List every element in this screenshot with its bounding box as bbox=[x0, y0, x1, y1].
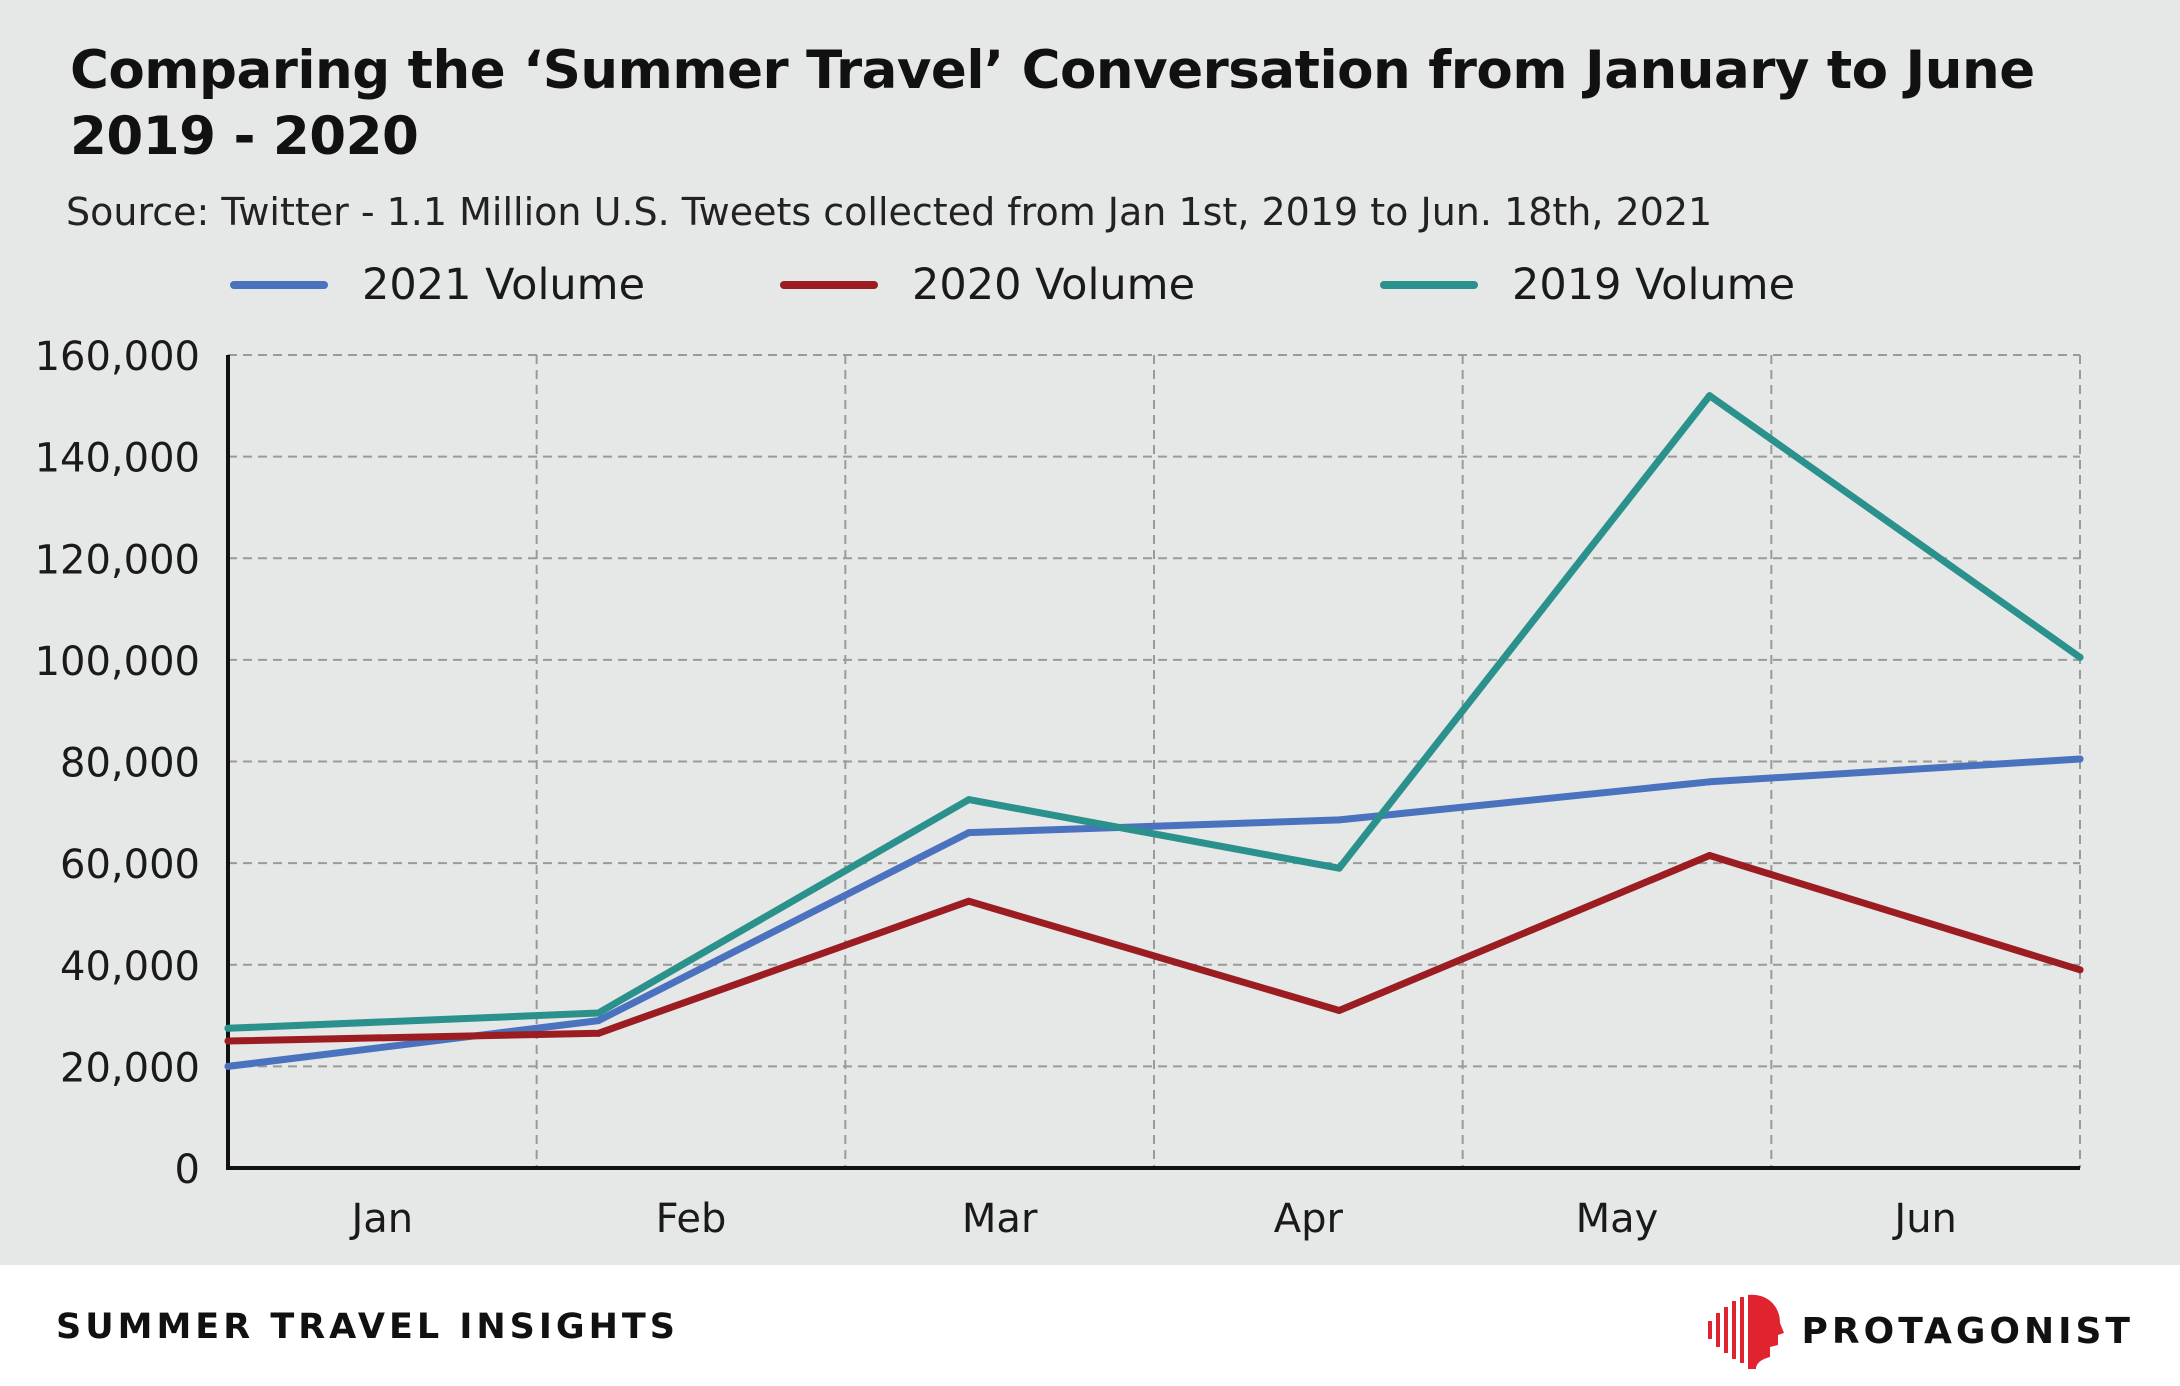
data-point bbox=[2076, 653, 2084, 661]
data-point bbox=[1706, 852, 1714, 860]
y-tick-label: 60,000 bbox=[60, 842, 200, 888]
chart-title: Comparing the ‘Summer Travel’ Conversati… bbox=[70, 40, 2035, 167]
y-tick-label: 0 bbox=[175, 1147, 200, 1193]
footer-title: SUMMER TRAVEL INSIGHTS bbox=[56, 1307, 679, 1347]
line-chart: 0 20,000 40,000 60,000 80,000 100,000 120,000 1… bbox=[35, 334, 2084, 1242]
data-point bbox=[1335, 864, 1343, 872]
legend-item-2020: 2020 Volume bbox=[780, 250, 1195, 320]
data-point bbox=[965, 897, 973, 905]
data-point bbox=[224, 1024, 232, 1032]
data-point bbox=[594, 1029, 602, 1037]
legend-swatch-2019 bbox=[1380, 281, 1478, 289]
y-tick-label: 160,000 bbox=[35, 334, 200, 380]
x-tick-label: May bbox=[1576, 1196, 1659, 1242]
data-point bbox=[594, 1017, 602, 1025]
chart-subtitle: Source: Twitter - 1.1 Million U.S. Tweet… bbox=[66, 190, 1713, 234]
data-point bbox=[1706, 392, 1714, 400]
x-tick-label: Apr bbox=[1274, 1196, 1344, 1242]
brand-name: PROTAGONIST bbox=[1801, 1310, 2134, 1352]
protagonist-head-logo-icon bbox=[1707, 1294, 1784, 1369]
y-tick-label: 100,000 bbox=[35, 639, 200, 685]
data-point bbox=[224, 1062, 232, 1070]
legend-label-2021: 2021 Volume bbox=[362, 260, 646, 310]
series-line-2019 bbox=[224, 392, 2084, 1032]
legend-item-2019: 2019 Volume bbox=[1380, 250, 1795, 320]
legend-swatch-2020 bbox=[780, 281, 878, 289]
y-tick-label: 40,000 bbox=[60, 944, 200, 990]
data-point bbox=[2076, 755, 2084, 763]
data-point bbox=[1335, 1006, 1343, 1014]
data-point bbox=[224, 1037, 232, 1045]
brand: PROTAGONIST bbox=[1707, 1291, 2135, 1371]
data-point bbox=[1706, 778, 1714, 786]
data-point bbox=[965, 829, 973, 837]
series-line-2020 bbox=[224, 852, 2084, 1045]
legend-item-2021: 2021 Volume bbox=[230, 250, 645, 320]
data-point bbox=[965, 796, 973, 804]
y-tick-label: 80,000 bbox=[60, 741, 200, 787]
y-tick-label: 120,000 bbox=[35, 537, 200, 583]
x-tick-label: Feb bbox=[656, 1196, 727, 1242]
x-tick-label: Jan bbox=[348, 1196, 413, 1242]
footer: SUMMER TRAVEL INSIGHTS PROTAGONIST bbox=[0, 1265, 2180, 1386]
x-tick-label: Jun bbox=[1891, 1196, 1957, 1242]
chart-panel: Comparing the ‘Summer Travel’ Conversati… bbox=[0, 0, 2180, 1265]
x-tick-label: Mar bbox=[962, 1196, 1038, 1242]
data-point bbox=[1335, 816, 1343, 824]
legend-swatch-2021 bbox=[230, 281, 328, 289]
data-point bbox=[2076, 966, 2084, 974]
legend-label-2019: 2019 Volume bbox=[1512, 260, 1796, 310]
y-tick-label: 20,000 bbox=[60, 1045, 200, 1091]
data-point bbox=[594, 1009, 602, 1017]
series-line-2021 bbox=[224, 755, 2084, 1070]
y-tick-label: 140,000 bbox=[35, 436, 200, 482]
chart-legend: 2021 Volume 2020 Volume 2019 Volume bbox=[0, 250, 2180, 320]
legend-label-2020: 2020 Volume bbox=[912, 260, 1196, 310]
